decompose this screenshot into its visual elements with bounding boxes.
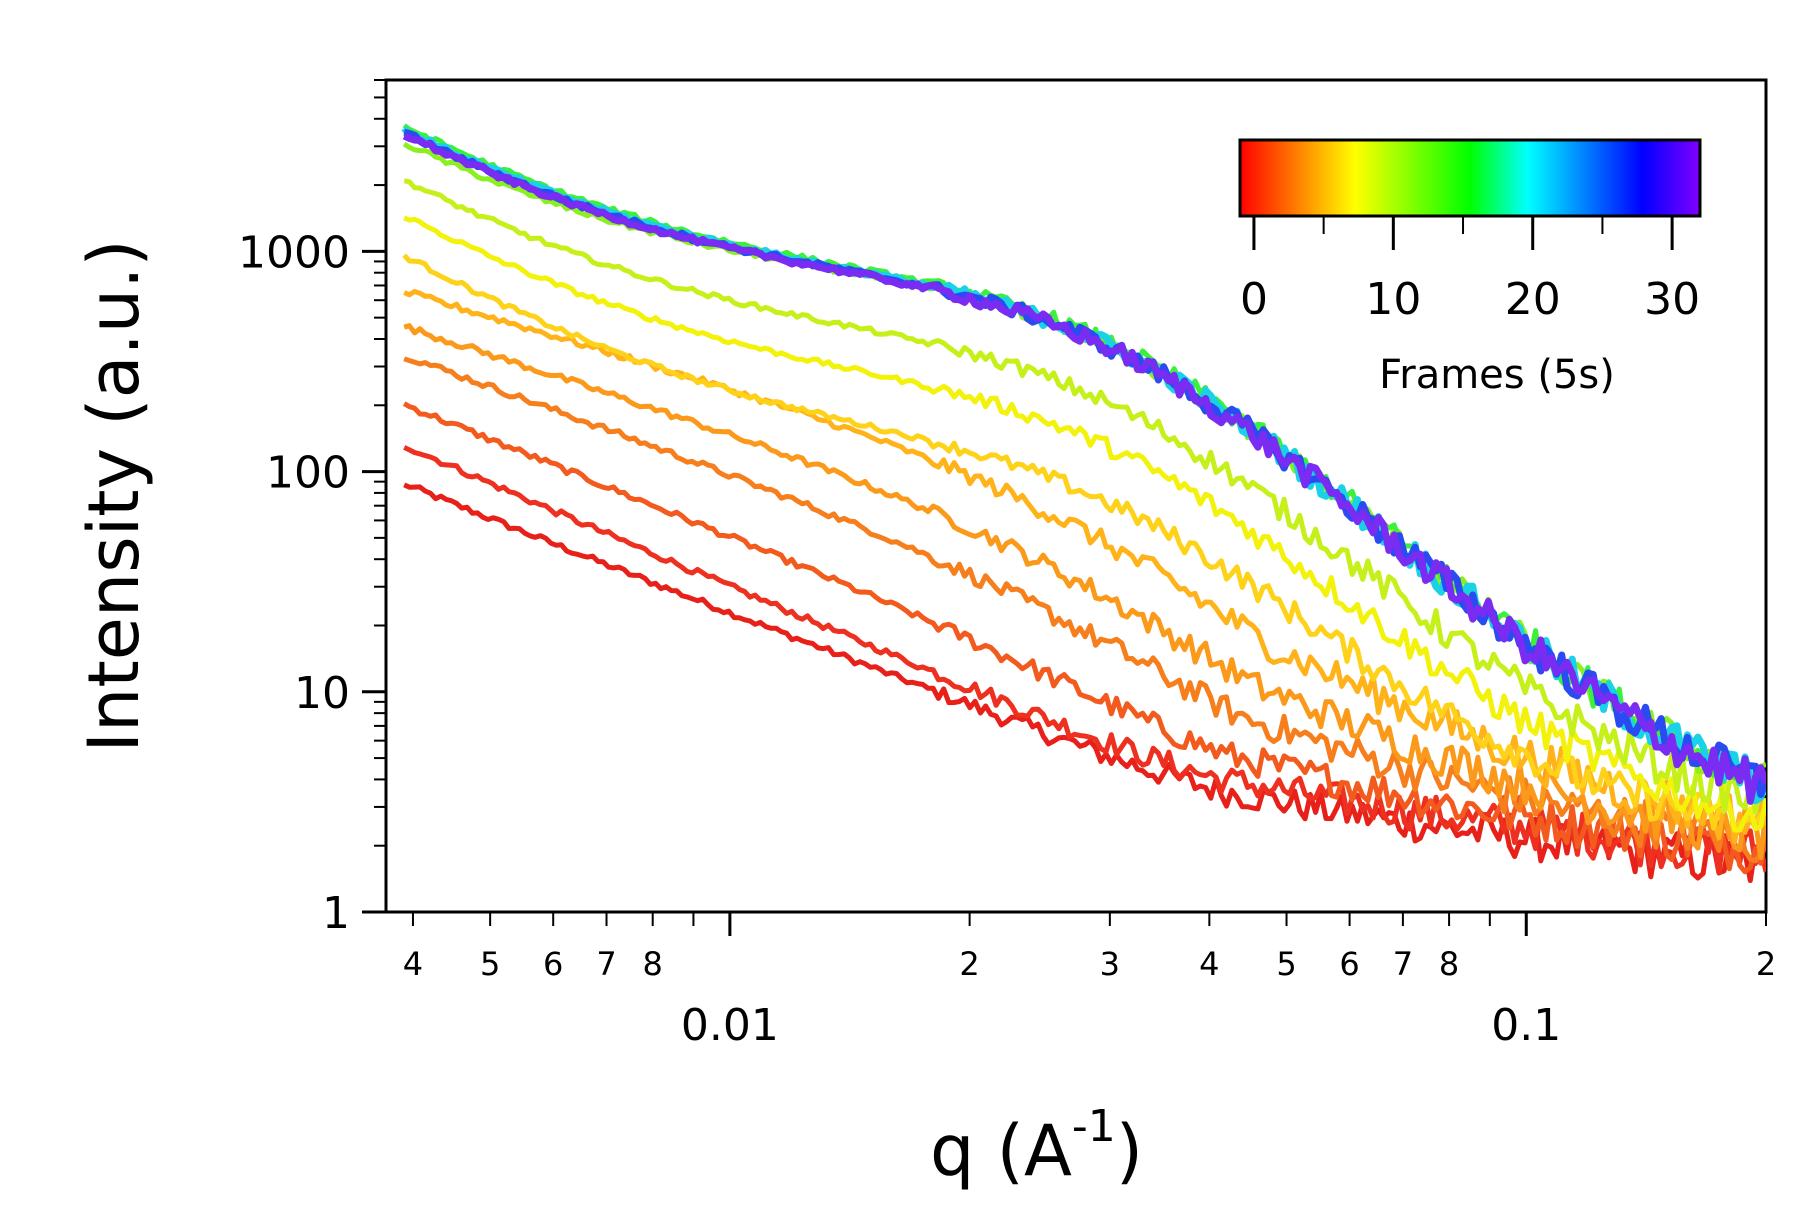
x-axis-title: q (A-1) bbox=[930, 1101, 1143, 1192]
series-line-frame-6 bbox=[402, 253, 1766, 833]
colorbar-tick-label-1: 10 bbox=[1365, 274, 1421, 325]
colorbar-gradient bbox=[1238, 138, 1702, 218]
series-line-frame-0 bbox=[403, 482, 1766, 883]
x-minor-tick-label-10: 6 bbox=[1339, 945, 1359, 983]
y-axis-title: Intensity (a.u.) bbox=[73, 239, 155, 752]
series-line-frame-20 bbox=[401, 126, 1766, 805]
x-minor-tick-label-2: 6 bbox=[543, 945, 563, 983]
x-minor-tick-label-7: 3 bbox=[1100, 945, 1120, 983]
colorbar-title: Frames (5s) bbox=[1379, 352, 1615, 398]
y-axis: 1 10 100 1000 bbox=[238, 79, 386, 939]
plot-frame bbox=[384, 78, 1768, 914]
x-minor-tick-label-11: 7 bbox=[1393, 945, 1413, 983]
x-axis-title-main: q (A bbox=[930, 1110, 1072, 1192]
x-major-tick-label-0: 0.01 bbox=[681, 1000, 779, 1051]
x-axis-title-superscript: -1 bbox=[1072, 1101, 1116, 1152]
series-line-frame-31 bbox=[402, 132, 1766, 805]
x-major-tick-label-1: 0.1 bbox=[1491, 1000, 1561, 1051]
y-major-tick-label-0: 1 bbox=[322, 888, 350, 939]
x-minor-tick-label-8: 4 bbox=[1199, 945, 1219, 983]
x-minor-tick-label-12: 8 bbox=[1439, 945, 1459, 983]
x-minor-tick-label-9: 5 bbox=[1276, 945, 1296, 983]
colorbar-ticks: 0 10 20 30 bbox=[1240, 216, 1700, 325]
x-minor-tick-label-0: 4 bbox=[403, 945, 423, 983]
x-minor-tick-label-1: 5 bbox=[480, 945, 500, 983]
colorbar-tick-label-0: 0 bbox=[1240, 274, 1268, 325]
x-minor-tick-label-4: 8 bbox=[643, 945, 663, 983]
y-major-tick-label-3: 1000 bbox=[238, 227, 350, 278]
colorbar-tick-label-3: 30 bbox=[1644, 274, 1700, 325]
x-axis-title-close: ) bbox=[1116, 1110, 1143, 1192]
x-minor-tick-label-3: 7 bbox=[596, 945, 616, 983]
series-line-frame-9 bbox=[402, 141, 1766, 793]
y-major-tick-label-1: 10 bbox=[294, 668, 350, 719]
series-layer bbox=[401, 123, 1766, 883]
x-minor-tick-label-14: 2 bbox=[1756, 945, 1776, 983]
series-line-frame-7 bbox=[403, 215, 1766, 833]
series-line-frame-2 bbox=[402, 401, 1766, 875]
colorbar-legend: 0 10 20 30 Frames (5s) bbox=[1238, 138, 1702, 398]
colorbar-tick-label-2: 20 bbox=[1505, 274, 1561, 325]
x-minor-tick-label-6: 2 bbox=[959, 945, 979, 983]
series-line-frame-4 bbox=[403, 323, 1766, 860]
series-line-frame-8 bbox=[403, 178, 1766, 815]
y-major-tick-label-2: 100 bbox=[266, 448, 350, 499]
x-axis: 0.01 0.14 5 6 7 8 2 3 4 5 6 7 8 2 bbox=[403, 912, 1776, 1051]
